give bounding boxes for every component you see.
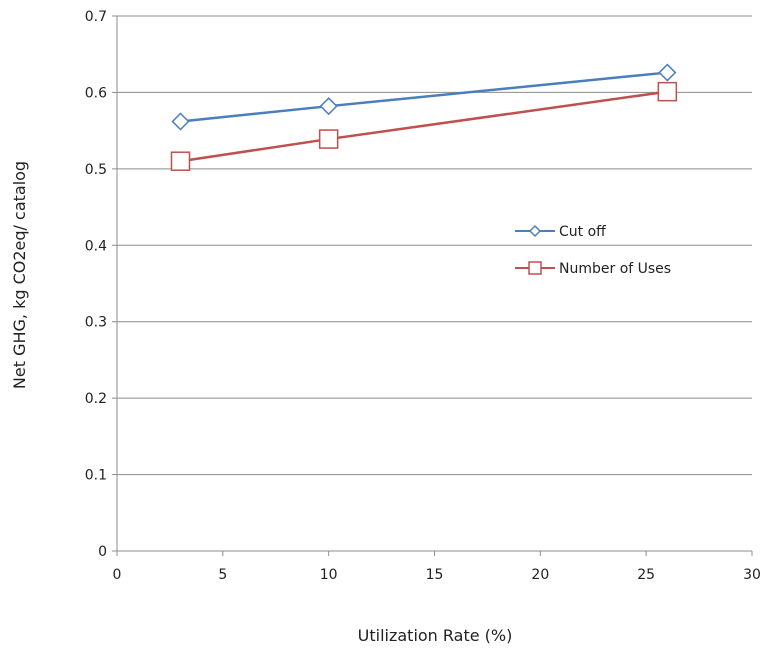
y-axis-title: Net GHG, kg CO2eq/ catalog xyxy=(10,161,29,389)
data-point xyxy=(170,151,191,171)
gridlines xyxy=(117,15,752,476)
series xyxy=(170,63,678,171)
legend-marker-square xyxy=(528,261,542,275)
legend-label: Cut off xyxy=(559,224,606,240)
y-tick-label: 0.6 xyxy=(85,85,107,101)
x-tick-label: 10 xyxy=(320,567,338,583)
x-tick-label: 5 xyxy=(218,567,227,583)
y-tick-label: 0.3 xyxy=(85,315,107,331)
legend-label: Number of Uses xyxy=(559,261,671,277)
y-tick-label: 0.2 xyxy=(85,391,107,407)
y-tick-label: 0 xyxy=(98,544,107,560)
series-cut-off xyxy=(171,63,677,131)
axes xyxy=(112,15,753,556)
x-tick-label: 0 xyxy=(113,567,122,583)
y-tick-label: 0.7 xyxy=(85,9,107,25)
x-tick-labels: 0 5 10 15 20 25 30 xyxy=(113,567,761,583)
y-tick-label: 0.5 xyxy=(85,162,107,178)
y-tick-labels: 0 0.1 0.2 0.3 0.4 0.5 0.6 0.7 xyxy=(85,9,107,560)
data-point xyxy=(319,97,338,116)
legend-marker-diamond xyxy=(528,224,542,238)
series-number-of-uses xyxy=(170,81,678,171)
data-point xyxy=(657,81,678,102)
series-line xyxy=(180,90,668,163)
legend: Cut off Number of Uses xyxy=(515,224,671,277)
series-line xyxy=(180,71,668,123)
y-tick-label: 0.1 xyxy=(85,468,107,484)
y-tick-label: 0.4 xyxy=(85,238,107,254)
x-tick-label: 15 xyxy=(426,567,444,583)
legend-item-cut-off: Cut off xyxy=(515,224,606,240)
x-tick-label: 20 xyxy=(531,567,549,583)
x-tick-label: 25 xyxy=(637,567,655,583)
data-point xyxy=(318,129,339,149)
data-point xyxy=(171,112,190,131)
data-point xyxy=(658,63,677,82)
legend-item-number-of-uses: Number of Uses xyxy=(515,261,671,277)
x-axis-title: Utilization Rate (%) xyxy=(358,626,513,645)
x-tick-label: 30 xyxy=(743,567,761,583)
